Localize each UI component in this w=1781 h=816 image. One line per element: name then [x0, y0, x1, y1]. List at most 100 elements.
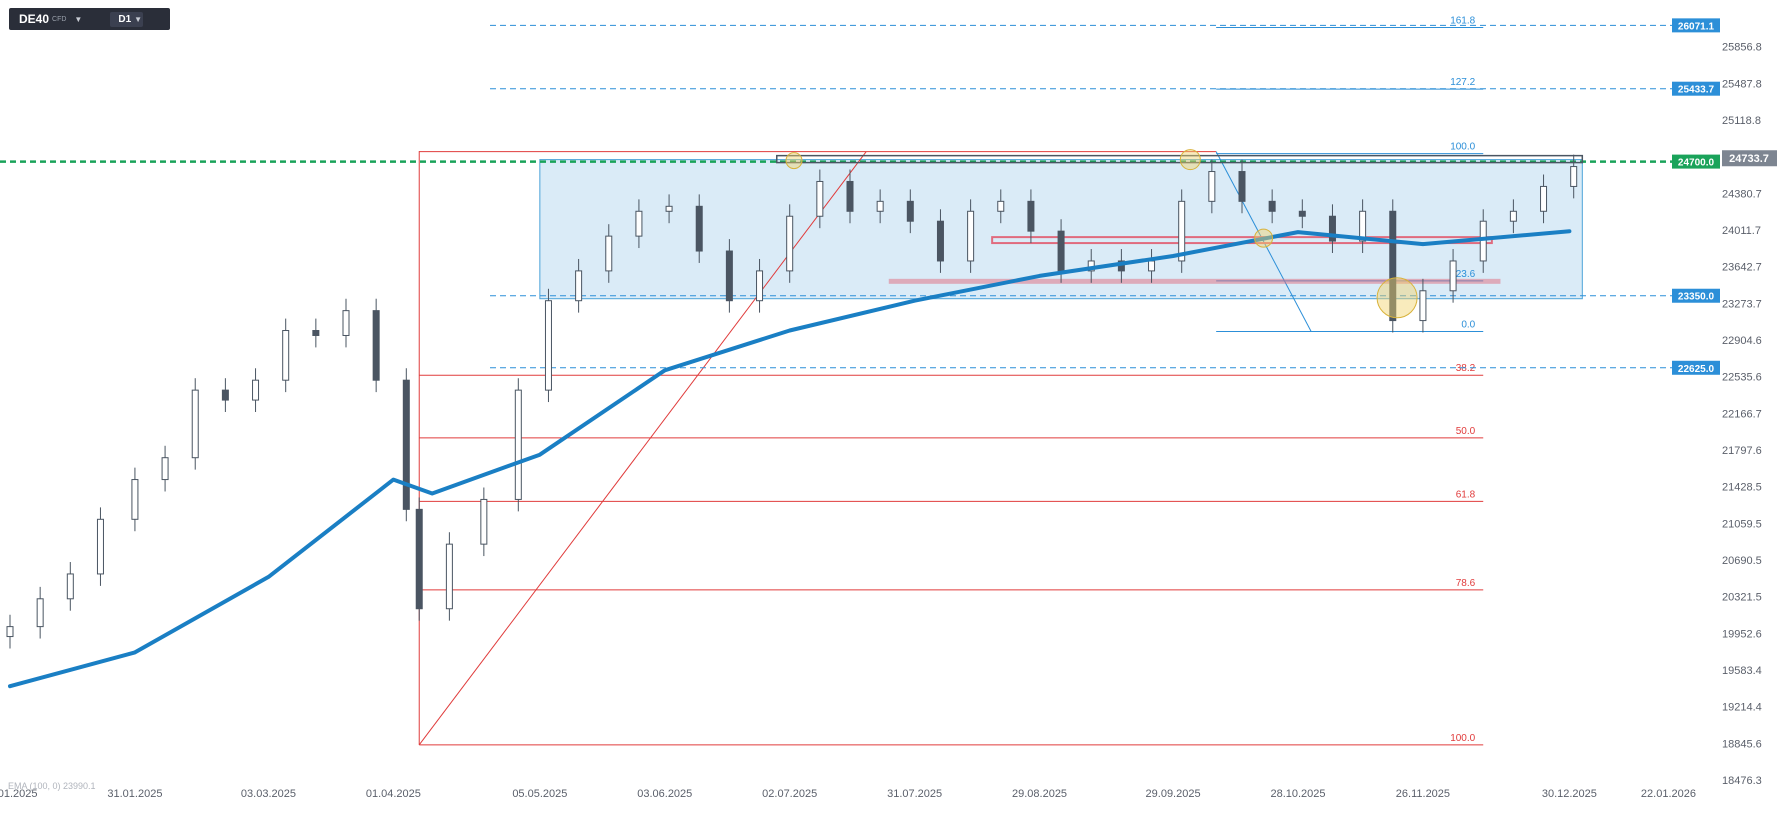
- price-tag-3: 23350.0: [1678, 292, 1715, 303]
- fib-ext-label-3: 23.6: [1456, 269, 1476, 280]
- x-tick-label-13: 22.01.2026: [1641, 788, 1696, 800]
- highlight-circle-1: [1376, 277, 1418, 319]
- candle-body-5: [161, 457, 169, 481]
- candle-body-11: [342, 310, 350, 336]
- axes-layer: 25856.8 25487.8 25118.8 24380.7 24011.7 23642…: [0, 18, 1777, 800]
- candle-body-26: [786, 215, 794, 272]
- y-tick-label-8: 22535.6: [1722, 372, 1762, 384]
- y-tick-label-16: 19583.4: [1722, 665, 1762, 677]
- support-zone-lower: [888, 278, 1501, 284]
- price-tag-0: 26071.1: [1678, 21, 1715, 32]
- candle-body-7: [221, 389, 229, 401]
- candle-body-13: [402, 379, 410, 510]
- timeframe-selector[interactable]: D1: [110, 11, 144, 27]
- instrument-type-label: CFD: [52, 15, 67, 23]
- current-price-tag: 24733.7: [1729, 153, 1769, 165]
- candle-body-16: [480, 498, 488, 545]
- price-tag-bg-2: [1672, 154, 1720, 169]
- candle-body-41: [1238, 171, 1246, 202]
- timeframe-dropdown-icon[interactable]: ▼: [134, 14, 143, 24]
- candle-body-27: [816, 180, 824, 217]
- y-tick-label-0: 25856.8: [1722, 42, 1762, 54]
- fib-level-label-0: 38.2: [1456, 363, 1476, 374]
- x-tick-label-0: 02.01.2025: [0, 788, 38, 800]
- candle-body-6: [191, 389, 199, 459]
- symbol-name[interactable]: DE40: [19, 12, 50, 26]
- candle-body-8: [252, 379, 260, 401]
- symbol-dropdown-icon[interactable]: ▼: [74, 14, 83, 24]
- candle-body-46: [1389, 210, 1397, 322]
- candle-body-34: [1027, 200, 1035, 232]
- y-tick-label-10: 21797.6: [1722, 445, 1762, 457]
- highlight-circle-3: [1179, 149, 1201, 171]
- x-tick-label-11: 26.11.2025: [1396, 788, 1450, 800]
- x-tick-label-2: 03.03.2025: [241, 788, 296, 800]
- y-tick-label-9: 22166.7: [1722, 408, 1762, 420]
- price-tag-bg-4: [1672, 360, 1720, 375]
- annotations-layer: [785, 149, 1418, 319]
- ema-legend: EMA (100, 0) 23990.1: [8, 781, 96, 791]
- fib-level-label-2: 61.8: [1456, 489, 1476, 500]
- candle-body-4: [131, 479, 139, 520]
- candle-body-18: [544, 300, 552, 391]
- drawing-lines-layer: 38.2 50.0 61.8 78.6 100.0 161.8 127.2 100.0 23.6…: [0, 15, 1706, 746]
- candle-body-19: [575, 270, 583, 302]
- fib-ext-label-2: 100.0: [1450, 142, 1475, 153]
- fib-ext-trend-line: [1215, 151, 1312, 332]
- candle-body-49: [1479, 220, 1487, 262]
- candle-body-10: [312, 330, 320, 336]
- y-tick-label-6: 23273.7: [1722, 298, 1762, 310]
- x-tick-label-8: 29.08.2025: [1012, 788, 1067, 800]
- x-tick-label-12: 30.12.2025: [1542, 788, 1597, 800]
- resistance-zone: [776, 154, 1584, 164]
- candle-body-44: [1328, 215, 1336, 242]
- candles-layer: [6, 154, 1578, 649]
- candle-body-24: [725, 250, 733, 302]
- highlight-circle-2: [785, 152, 803, 170]
- y-tick-label-12: 21059.5: [1722, 518, 1762, 530]
- highlight-circle-0: [1254, 228, 1274, 248]
- price-tag-bg-3: [1672, 288, 1720, 303]
- candle-body-47: [1419, 290, 1427, 322]
- price-tag-2: 24700.0: [1678, 158, 1715, 169]
- y-tick-label-17: 19214.4: [1722, 702, 1762, 714]
- candle-body-32: [967, 210, 975, 262]
- candle-body-40: [1208, 171, 1216, 202]
- price-tag-1: 25433.7: [1678, 85, 1715, 96]
- candle-body-20: [605, 235, 613, 272]
- candle-body-45: [1359, 210, 1367, 242]
- candle-body-48: [1449, 260, 1457, 292]
- candle-body-21: [635, 210, 643, 237]
- candle-body-17: [514, 389, 522, 500]
- candle-body-14: [415, 508, 423, 610]
- candle-body-33: [997, 200, 1005, 212]
- y-tick-label-14: 20321.5: [1722, 592, 1762, 604]
- candle-body-30: [906, 200, 914, 222]
- y-tick-label-1: 25487.8: [1722, 78, 1762, 90]
- fib-ext-label-1: 127.2: [1450, 77, 1475, 88]
- fib-ext-label-4: 0.0: [1461, 320, 1475, 331]
- x-tick-label-6: 02.07.2025: [762, 788, 817, 800]
- x-tick-label-4: 05.05.2025: [512, 788, 567, 800]
- y-tick-label-11: 21428.5: [1722, 482, 1762, 494]
- candle-body-1: [36, 598, 44, 628]
- y-tick-label-13: 20690.5: [1722, 555, 1762, 567]
- y-tick-label-15: 19952.6: [1722, 628, 1762, 640]
- x-tick-label-1: 31.01.2025: [107, 788, 162, 800]
- y-tick-label-2: 25118.8: [1722, 115, 1761, 127]
- y-tick-label-3: 24380.7: [1722, 188, 1762, 200]
- candle-body-38: [1148, 260, 1156, 272]
- y-tick-label-7: 22904.6: [1722, 335, 1762, 347]
- ema-layer: [8, 229, 1572, 689]
- y-tick-label-5: 23642.7: [1722, 262, 1762, 274]
- price-tag-bg-0: [1672, 18, 1720, 33]
- candle-body-25: [756, 270, 764, 302]
- candle-body-50: [1509, 210, 1517, 222]
- candle-body-29: [876, 200, 884, 212]
- symbol-toolbar[interactable]: DE40 CFD ▼ D1 ▼: [9, 8, 170, 30]
- candle-body-39: [1178, 200, 1186, 262]
- ema-100-line: [8, 229, 1572, 689]
- x-tick-label-3: 01.04.2025: [366, 788, 421, 800]
